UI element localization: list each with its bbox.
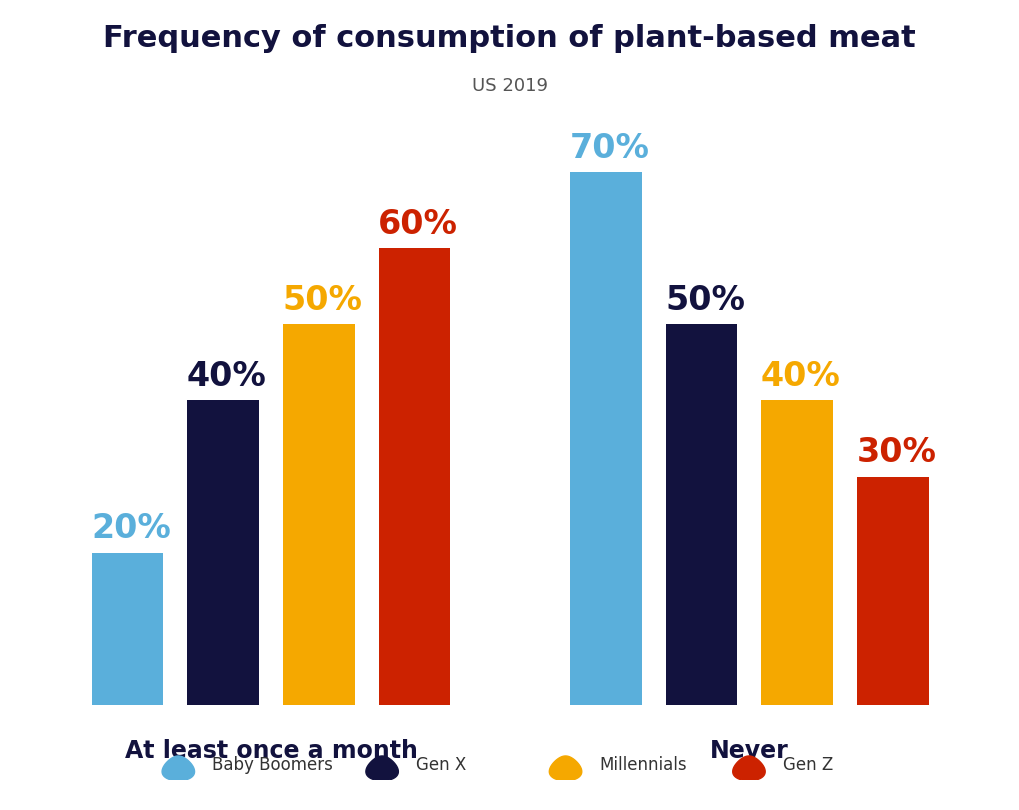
Text: Frequency of consumption of plant-based meat: Frequency of consumption of plant-based … xyxy=(103,24,916,53)
Bar xyxy=(283,324,355,705)
Text: 70%: 70% xyxy=(570,132,649,164)
Polygon shape xyxy=(366,756,398,781)
Text: 50%: 50% xyxy=(665,284,745,317)
Text: Baby Boomers: Baby Boomers xyxy=(212,757,333,774)
Text: 30%: 30% xyxy=(856,436,936,469)
Text: 60%: 60% xyxy=(378,207,458,241)
Bar xyxy=(665,324,738,705)
Bar xyxy=(187,400,259,705)
Text: 40%: 40% xyxy=(761,360,841,393)
Text: 40%: 40% xyxy=(186,360,267,393)
Text: Millennials: Millennials xyxy=(599,757,687,774)
Text: US 2019: US 2019 xyxy=(472,77,547,95)
Text: 20%: 20% xyxy=(91,512,171,545)
Text: At least once a month: At least once a month xyxy=(124,739,418,763)
Bar xyxy=(857,476,928,705)
Bar xyxy=(92,552,163,705)
Polygon shape xyxy=(549,756,582,781)
Bar xyxy=(570,173,642,705)
Text: Gen Z: Gen Z xyxy=(783,757,833,774)
Polygon shape xyxy=(733,756,765,781)
Text: Never: Never xyxy=(710,739,789,763)
Bar xyxy=(761,400,833,705)
Bar xyxy=(379,249,450,705)
Text: Gen X: Gen X xyxy=(416,757,466,774)
Polygon shape xyxy=(162,756,195,781)
Text: 50%: 50% xyxy=(282,284,363,317)
